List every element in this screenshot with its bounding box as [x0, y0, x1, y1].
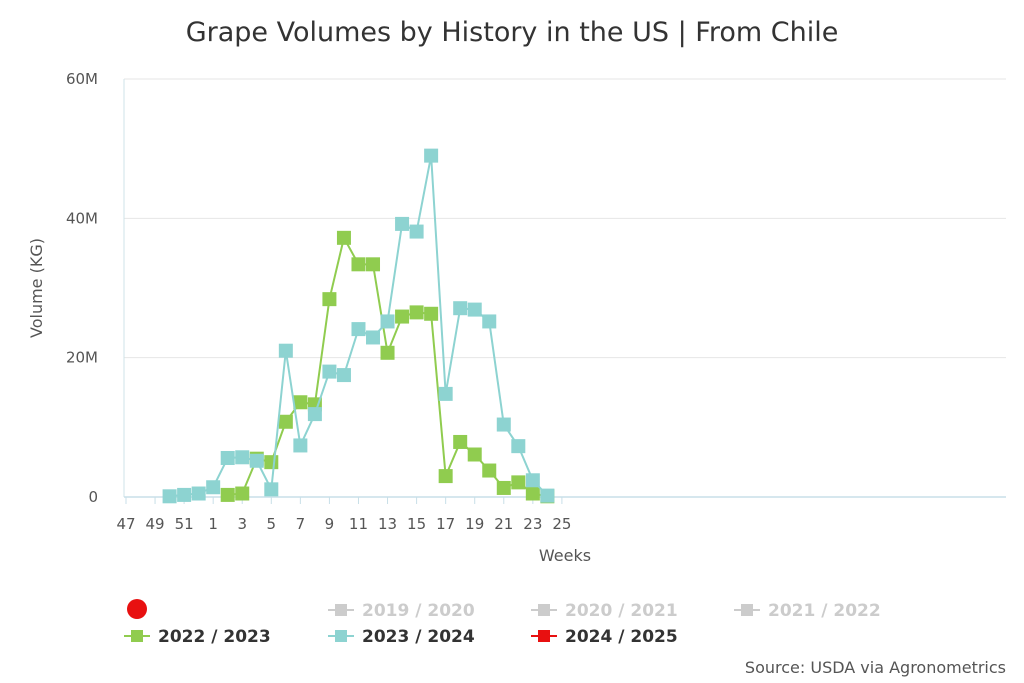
legend-label: 2019 / 2020 — [362, 601, 475, 621]
data-point[interactable] — [220, 450, 235, 465]
data-point[interactable] — [467, 302, 482, 317]
x-tick-label: 23 — [523, 515, 542, 533]
data-point[interactable] — [496, 480, 511, 495]
data-point[interactable] — [496, 417, 511, 432]
data-point[interactable] — [249, 453, 264, 468]
y-tick-label: 40M — [66, 209, 98, 227]
data-point[interactable] — [467, 447, 482, 462]
data-point[interactable] — [293, 395, 308, 410]
x-tick-label: 25 — [552, 515, 571, 533]
legend-item[interactable]: 2020 / 2021 — [531, 601, 678, 621]
x-tick-label: 15 — [407, 515, 426, 533]
x-tick-label: 17 — [436, 515, 455, 533]
data-point[interactable] — [482, 463, 497, 478]
y-axis-ticks: 0 20M 40M 60M — [66, 70, 98, 506]
x-tick-label: 49 — [146, 515, 165, 533]
data-point[interactable] — [206, 480, 221, 495]
x-tick-label: 13 — [378, 515, 397, 533]
data-point[interactable] — [191, 486, 206, 501]
data-point[interactable] — [395, 309, 410, 324]
navigator-dot-icon[interactable] — [127, 599, 147, 619]
x-tick-label: 47 — [116, 515, 135, 533]
data-point[interactable] — [511, 475, 526, 490]
data-point[interactable] — [351, 322, 366, 337]
legend-marker-icon — [741, 604, 753, 616]
data-point[interactable] — [438, 469, 453, 484]
data-point[interactable] — [278, 343, 293, 358]
x-tick-label: 19 — [465, 515, 484, 533]
legend-marker-icon — [538, 630, 550, 642]
data-point[interactable] — [307, 407, 322, 422]
data-point[interactable] — [278, 414, 293, 429]
data-point[interactable] — [336, 368, 351, 383]
data-point[interactable] — [409, 224, 424, 239]
data-point[interactable] — [438, 386, 453, 401]
data-point[interactable] — [511, 439, 526, 454]
legend-label: 2024 / 2025 — [565, 627, 678, 647]
x-tick-label: 21 — [494, 515, 513, 533]
chart-title: Grape Volumes by History in the US | Fro… — [186, 17, 839, 48]
y-tick-label: 20M — [66, 349, 98, 367]
data-point[interactable] — [366, 330, 381, 345]
legend-label: 2023 / 2024 — [362, 627, 475, 647]
legend-label: 2022 / 2023 — [158, 627, 271, 647]
grid — [123, 78, 1006, 498]
x-tick-label: 5 — [267, 515, 277, 533]
legend: 2019 / 2020 2020 / 2021 2021 / 2022 2022 / … — [124, 599, 881, 647]
data-point[interactable] — [380, 345, 395, 360]
data-point[interactable] — [424, 306, 439, 321]
data-point[interactable] — [336, 230, 351, 245]
legend-item[interactable]: 2021 / 2022 — [734, 601, 881, 621]
data-point[interactable] — [525, 486, 540, 501]
x-tick-label: 3 — [237, 515, 247, 533]
y-tick-label: 60M — [66, 70, 98, 88]
legend-label: 2020 / 2021 — [565, 601, 678, 621]
data-point[interactable] — [453, 434, 468, 449]
x-axis-title: Weeks — [539, 546, 591, 565]
data-point[interactable] — [235, 486, 250, 501]
x-axis-ticks: 47 49 51 1 3 5 7 9 11 13 15 17 19 21 23 25 — [116, 497, 571, 533]
x-tick-label: 1 — [208, 515, 218, 533]
data-point[interactable] — [453, 301, 468, 316]
plot-area — [162, 148, 555, 504]
x-tick-label: 7 — [296, 515, 306, 533]
data-point[interactable] — [395, 216, 410, 231]
data-point[interactable] — [525, 473, 540, 488]
data-point[interactable] — [424, 148, 439, 163]
legend-item[interactable]: 2019 / 2020 — [328, 601, 475, 621]
legend-item[interactable]: 2022 / 2023 — [124, 627, 271, 647]
legend-marker-icon — [335, 604, 347, 616]
data-point[interactable] — [409, 305, 424, 320]
source-note: Source: USDA via Agronometrics — [745, 658, 1006, 677]
x-tick-label: 11 — [349, 515, 368, 533]
series-2023/2024 — [162, 148, 555, 504]
legend-marker-icon — [131, 630, 143, 642]
y-axis-title: Volume (KG) — [27, 238, 46, 338]
data-point[interactable] — [540, 488, 555, 503]
legend-item[interactable]: 2023 / 2024 — [328, 627, 475, 647]
data-point[interactable] — [177, 487, 192, 502]
y-tick-label: 0 — [88, 488, 98, 506]
data-point[interactable] — [322, 292, 337, 307]
legend-marker-icon — [335, 630, 347, 642]
data-point[interactable] — [482, 314, 497, 329]
data-point[interactable] — [351, 257, 366, 272]
data-point[interactable] — [162, 489, 177, 504]
data-point[interactable] — [220, 487, 235, 502]
series-2022/2023 — [220, 230, 555, 504]
x-tick-label: 51 — [175, 515, 194, 533]
x-tick-label: 9 — [325, 515, 335, 533]
data-point[interactable] — [264, 482, 279, 497]
data-point[interactable] — [366, 257, 381, 272]
legend-label: 2021 / 2022 — [768, 601, 881, 621]
data-point[interactable] — [322, 364, 337, 379]
legend-item[interactable]: 2024 / 2025 — [531, 627, 678, 647]
data-point[interactable] — [235, 450, 250, 465]
legend-marker-icon — [538, 604, 550, 616]
data-point[interactable] — [380, 314, 395, 329]
data-point[interactable] — [264, 455, 279, 470]
data-point[interactable] — [293, 438, 308, 453]
